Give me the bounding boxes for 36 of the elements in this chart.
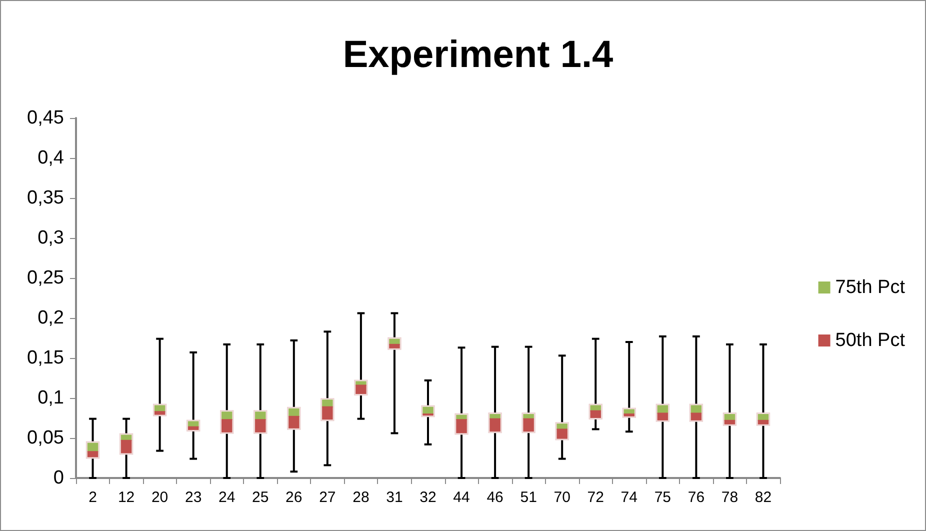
x-tick-label: 23 [184, 489, 202, 506]
y-tick-label: 0,1 [38, 388, 64, 408]
x-tick-label: 2 [88, 489, 97, 506]
x-tick-label: 72 [587, 489, 604, 506]
y-tick-label: 0,2 [38, 308, 64, 328]
x-tick-label: 75 [654, 489, 672, 506]
legend-label: 50th Pct [835, 330, 906, 351]
x-tick-label: 27 [319, 489, 336, 506]
x-tick-label: 28 [352, 489, 370, 506]
legend-label: 75th Pct [835, 277, 906, 298]
x-tick-label: 74 [620, 489, 638, 506]
x-tick-label: 82 [754, 489, 772, 506]
x-tick-label: 12 [118, 489, 135, 506]
x-tick-label: 51 [520, 489, 537, 506]
bar [490, 414, 500, 419]
bar [523, 414, 534, 419]
x-tick-label: 76 [688, 489, 705, 506]
y-tick-label: 0,4 [38, 148, 64, 168]
x-tick-label: 46 [486, 489, 504, 506]
x-tick-label: 25 [252, 489, 269, 506]
x-tick-label: 32 [420, 489, 436, 506]
x-tick-label: 70 [554, 489, 570, 506]
y-tick-label: 0,05 [27, 428, 64, 448]
y-tick-label: 0,15 [27, 348, 64, 368]
x-tick-label: 26 [286, 489, 302, 506]
x-tick-label: 31 [386, 489, 403, 506]
x-tick-label: 44 [453, 489, 470, 506]
x-tick-label: 78 [721, 489, 738, 506]
x-tick-label: 20 [151, 489, 168, 506]
y-tick-label: 0,35 [27, 188, 64, 208]
y-tick-label: 0,45 [27, 108, 64, 128]
y-tick-label: 0,25 [27, 268, 64, 288]
y-tick-label: 0,3 [38, 228, 64, 248]
x-tick-label: 24 [218, 489, 236, 506]
chart-title: Experiment 1.4 [342, 34, 614, 76]
y-tick-label: 0 [53, 468, 64, 488]
